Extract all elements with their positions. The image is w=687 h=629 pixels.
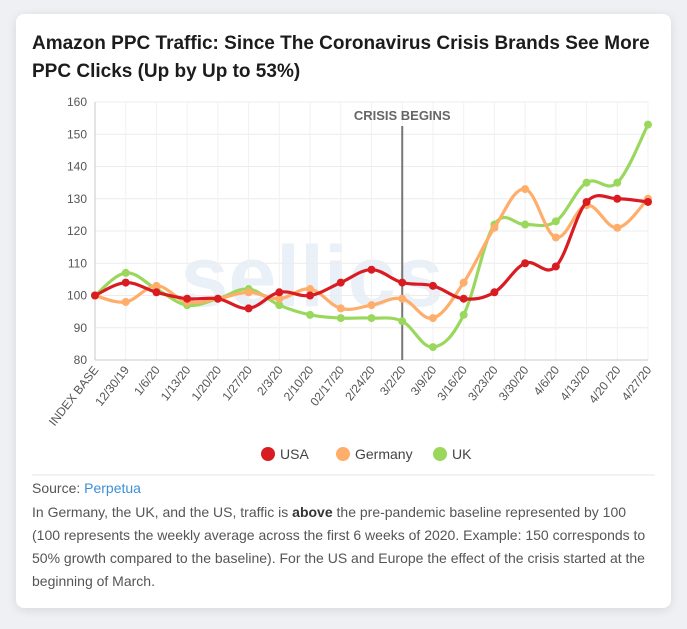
data-point-uk bbox=[582, 178, 591, 187]
legend-label-uk: UK bbox=[452, 446, 472, 462]
source-label: Source: bbox=[32, 480, 81, 496]
y-tick-label: 80 bbox=[74, 353, 88, 367]
x-tick-label: 4/27/20 bbox=[619, 363, 655, 403]
y-tick-label: 130 bbox=[67, 192, 87, 206]
data-point-usa bbox=[459, 294, 468, 303]
data-point-germany bbox=[336, 304, 345, 313]
data-point-germany bbox=[244, 288, 253, 297]
x-tick-label: 1/13/20 bbox=[158, 363, 194, 403]
watermark: sellics bbox=[181, 229, 444, 325]
data-point-uk bbox=[367, 314, 376, 323]
data-point-uk bbox=[521, 220, 530, 229]
data-point-uk bbox=[336, 314, 345, 323]
data-point-usa bbox=[244, 304, 253, 313]
data-point-germany bbox=[490, 223, 499, 232]
y-tick-label: 120 bbox=[67, 224, 87, 238]
data-point-usa bbox=[152, 288, 161, 297]
data-point-germany bbox=[152, 281, 161, 290]
data-point-uk bbox=[644, 120, 652, 129]
data-point-usa bbox=[213, 294, 222, 303]
x-tick-label: INDEX BASE bbox=[46, 363, 101, 428]
data-point-usa bbox=[367, 265, 376, 274]
x-tick-label: 3/2/20 bbox=[377, 363, 409, 398]
x-tick-label: 3/23/20 bbox=[465, 363, 501, 403]
x-tick-label: 3/30/20 bbox=[496, 363, 532, 403]
data-point-usa bbox=[306, 291, 315, 300]
data-point-uk bbox=[121, 268, 130, 277]
data-point-usa bbox=[336, 278, 345, 287]
x-tick-label: 1/27/20 bbox=[219, 363, 255, 403]
data-point-uk bbox=[428, 343, 437, 352]
legend-label-usa: USA bbox=[280, 446, 309, 462]
data-point-usa bbox=[398, 278, 407, 287]
data-point-usa bbox=[551, 262, 560, 271]
data-point-germany bbox=[428, 314, 437, 323]
data-point-usa bbox=[121, 278, 130, 287]
chart-card: Amazon PPC Traffic: Since The Coronaviru… bbox=[16, 14, 671, 608]
y-tick-label: 110 bbox=[68, 256, 87, 270]
data-point-uk bbox=[459, 310, 468, 319]
legend-marker-uk bbox=[433, 447, 447, 461]
description-text-2: the pre-pandemic baseline represented by… bbox=[32, 504, 646, 589]
y-tick-label: 90 bbox=[74, 321, 88, 335]
data-point-uk bbox=[613, 178, 622, 187]
description-text-1: In Germany, the UK, and the US, traffic … bbox=[32, 504, 293, 520]
data-point-germany bbox=[275, 294, 284, 303]
x-tick-label: 4/20 /20 bbox=[586, 363, 624, 406]
data-point-germany bbox=[459, 278, 468, 287]
data-point-germany bbox=[121, 297, 130, 306]
data-point-usa bbox=[275, 288, 284, 297]
data-point-usa bbox=[183, 294, 192, 303]
data-point-usa bbox=[644, 197, 652, 206]
y-tick-label: 160 bbox=[67, 95, 87, 109]
data-point-usa bbox=[613, 194, 622, 203]
x-tick-label: 2/24/20 bbox=[342, 363, 378, 403]
data-point-uk bbox=[275, 301, 284, 310]
x-tick-label: 1/20/20 bbox=[189, 363, 225, 403]
y-tick-label: 150 bbox=[67, 127, 87, 141]
legend-label-germany: Germany bbox=[355, 446, 413, 462]
data-point-germany bbox=[521, 185, 530, 194]
description-bold: above bbox=[292, 504, 333, 520]
chart-description: In Germany, the UK, and the US, traffic … bbox=[32, 501, 657, 593]
chart-title: Amazon PPC Traffic: Since The Coronaviru… bbox=[32, 33, 650, 82]
source-line: Source: Perpetua bbox=[32, 480, 141, 496]
data-point-uk bbox=[306, 310, 315, 319]
line-chart: sellics 80 90 100 110 120 130 140 150 160 INDEX … bbox=[32, 95, 655, 476]
data-point-usa bbox=[582, 197, 591, 206]
y-tick-label: 140 bbox=[67, 160, 87, 174]
data-point-germany bbox=[551, 233, 560, 242]
data-point-uk bbox=[551, 217, 560, 226]
legend-marker-usa bbox=[261, 447, 275, 461]
crisis-label: CRISIS BEGINS bbox=[354, 108, 451, 123]
data-point-usa bbox=[490, 288, 499, 297]
data-point-usa bbox=[91, 291, 99, 300]
data-point-germany bbox=[398, 294, 407, 303]
series-group bbox=[91, 120, 652, 352]
y-axis: 80 90 100 110 120 130 140 150 160 bbox=[67, 95, 96, 367]
data-point-uk bbox=[398, 317, 407, 326]
y-tick-label: 100 bbox=[67, 289, 87, 303]
data-point-germany bbox=[306, 285, 315, 294]
x-tick-label: 3/16/20 bbox=[434, 363, 470, 403]
source-link[interactable]: Perpetua bbox=[84, 480, 141, 496]
data-point-usa bbox=[428, 281, 437, 290]
legend: USA Germany UK bbox=[261, 446, 472, 462]
data-point-germany bbox=[613, 223, 622, 232]
data-point-germany bbox=[367, 301, 376, 310]
legend-marker-germany bbox=[336, 447, 350, 461]
data-point-usa bbox=[521, 259, 530, 268]
